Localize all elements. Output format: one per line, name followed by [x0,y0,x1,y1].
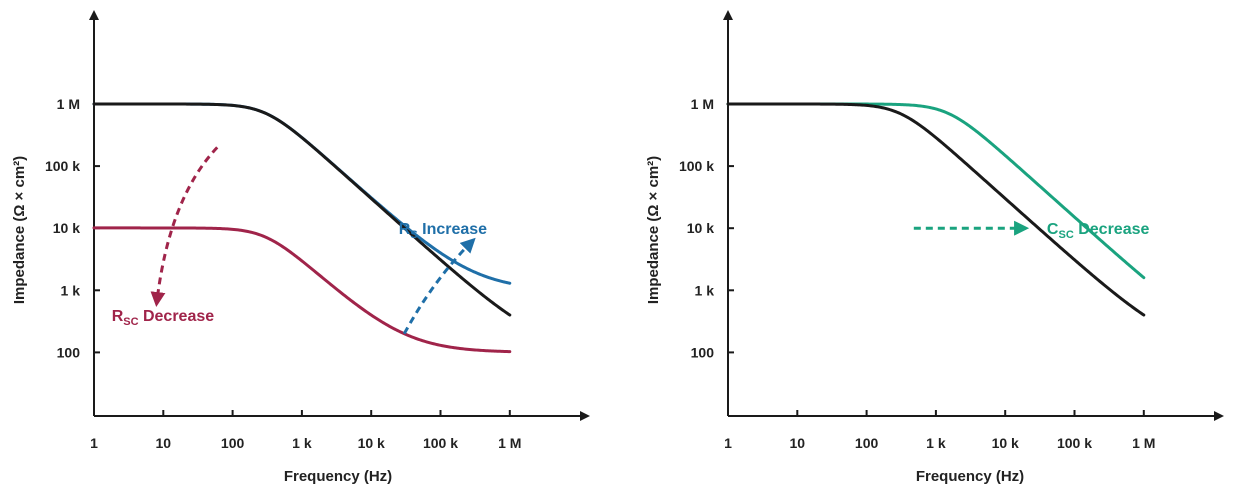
x-tick-label: 10 [156,435,172,451]
right-chart-panel: 1 10 100 1 k 10 k 100 k 1 M 100 1 k 10 k 100 k 1 M F… [645,10,1224,485]
y-tick-label: 1 M [691,96,714,112]
x-tick-label: 100 [855,435,879,451]
y-tick-label: 100 [57,344,81,360]
x-tick-label: 1 [724,435,732,451]
x-axis-title: Frequency (Hz) [284,468,392,485]
x-tick-label: 1 k [926,435,946,451]
series-line-baseline [92,102,512,317]
y-tick-label: 10 k [687,220,714,236]
y-tick-label: 10 k [53,220,80,236]
annotation-rs: RS Increase [399,221,487,241]
y-tick-label: 100 [691,344,715,360]
left-chart-panel: 1 10 100 1 k 10 k 100 k 1 M 100 1 k 10 k 100 k 1 M F… [11,10,590,485]
x-tick-label: 100 k [1057,435,1092,451]
x-tick-label: 100 k [423,435,458,451]
series-line-rsc_decrease [92,226,512,354]
x-tick-label: 1 M [498,435,521,451]
y-tick-label: 100 k [679,158,714,174]
x-tick-label: 1 [90,435,98,451]
x-tick-label: 100 [221,435,245,451]
y-axis-title: Impedance (Ω × cm²) [11,156,28,304]
rs-increase-arrow [402,237,476,335]
x-tick-label: 10 [790,435,806,451]
annotation-rsc: RSC Decrease [112,308,215,328]
y-tick-label: 1 M [57,96,80,112]
x-axis-title: Frequency (Hz) [916,468,1024,485]
series-line-baseline [726,102,1146,317]
y-tick-label: 1 k [61,282,81,298]
series-line-rs_increase [92,102,512,285]
rsc-decrease-arrow [150,146,219,308]
y-tick-label: 100 k [45,158,80,174]
series-line-csc_decrease [726,102,1146,280]
y-axis-title: Impedance (Ω × cm²) [645,156,662,304]
x-tick-label: 10 k [358,435,385,451]
annotation-csc: CSC Decrease [1047,221,1150,241]
x-tick-label: 10 k [992,435,1019,451]
y-tick-label: 1 k [695,282,715,298]
x-tick-label: 1 M [1132,435,1155,451]
x-tick-label: 1 k [292,435,312,451]
